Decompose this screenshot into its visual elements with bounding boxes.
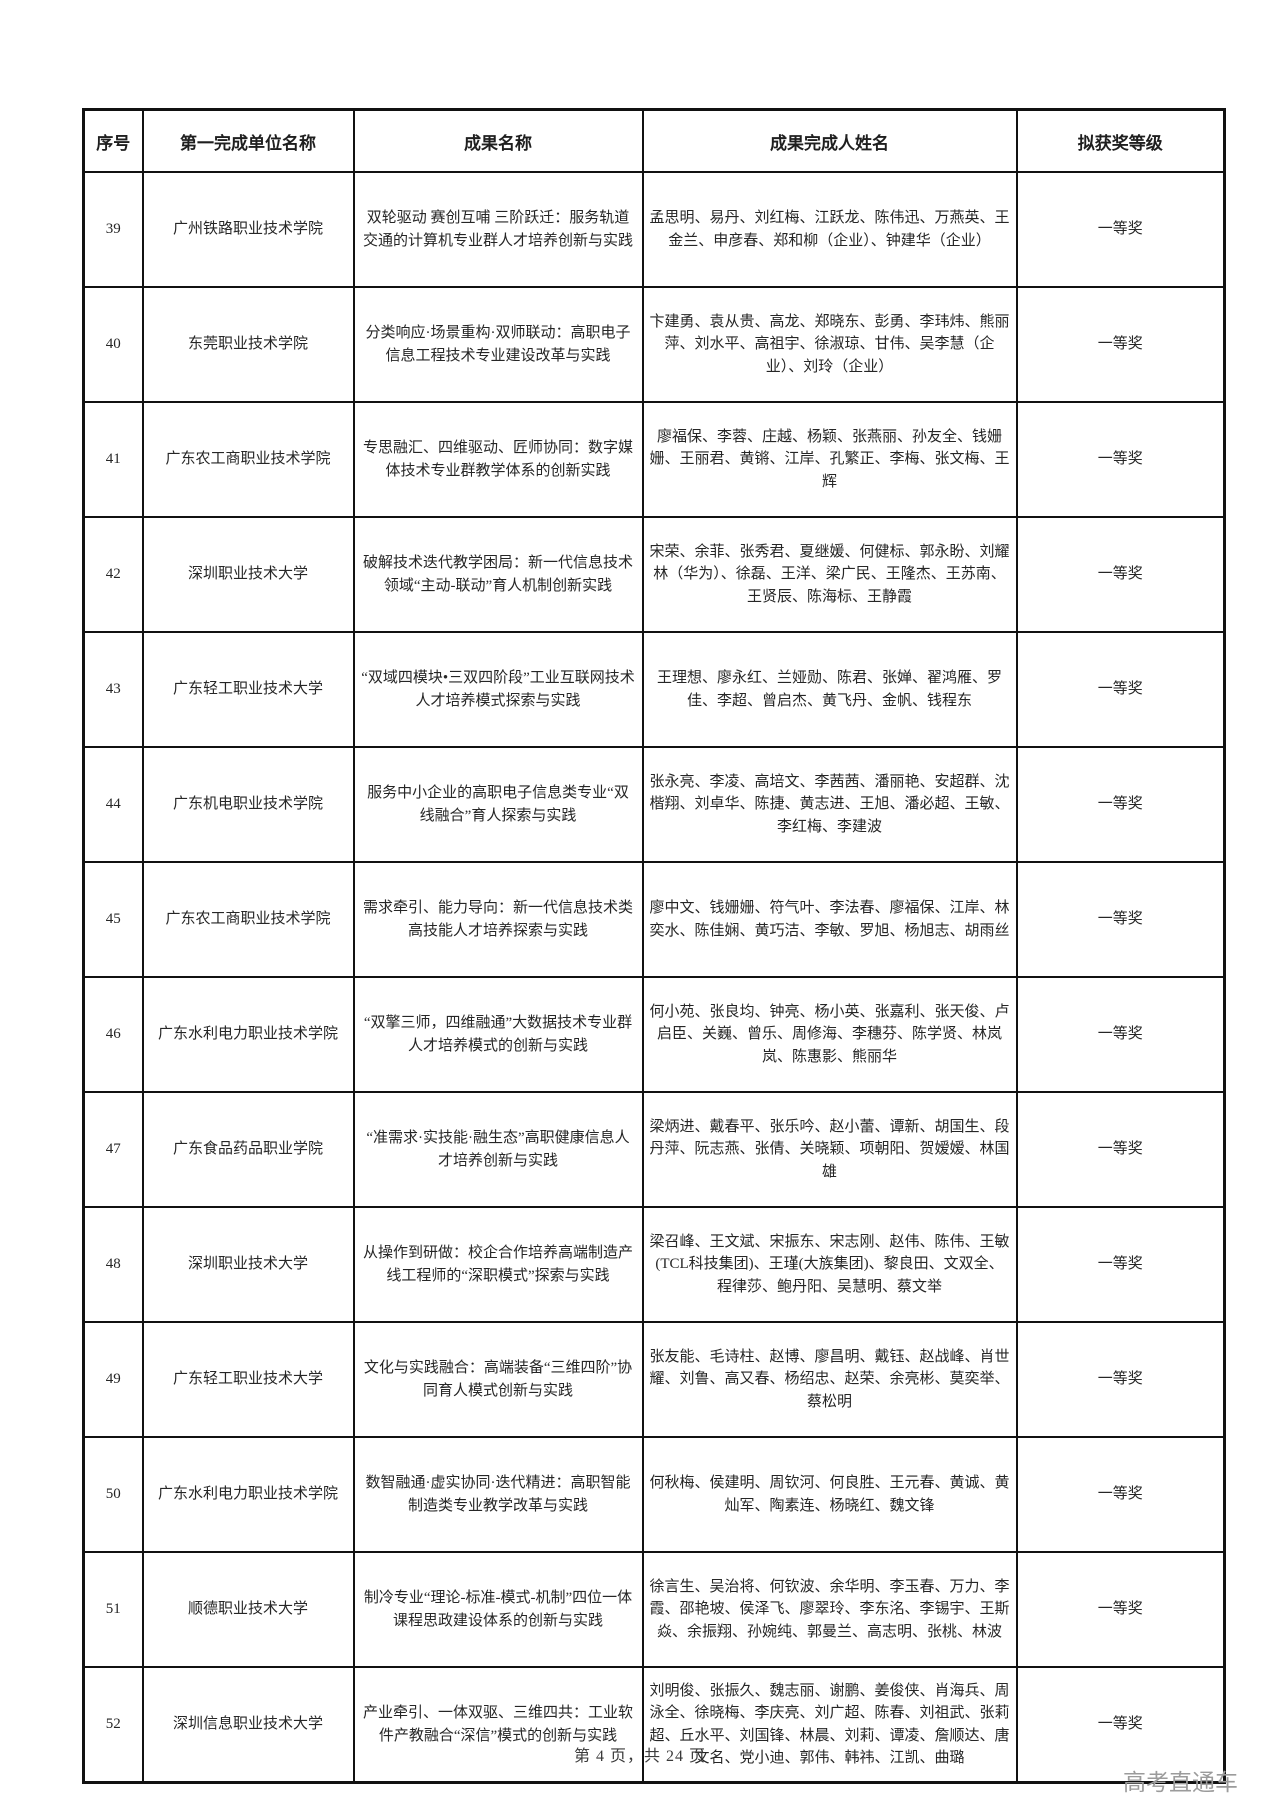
- cell-achievement: 文化与实践融合：高端装备“三维四阶”协同育人模式创新与实践: [352, 1321, 644, 1438]
- cell-unit: 广东水利电力职业技术学院: [141, 976, 355, 1093]
- table-header-row: 序号 第一完成单位名称 成果名称 成果完成人姓名 拟获奖等级: [82, 108, 1226, 173]
- cell-no: 50: [82, 1436, 144, 1553]
- cell-no: 45: [82, 861, 144, 978]
- cell-no: 47: [82, 1091, 144, 1208]
- cell-no: 41: [82, 401, 144, 518]
- cell-unit: 深圳信息职业技术大学: [141, 1666, 355, 1784]
- cell-no: 42: [82, 516, 144, 633]
- table-row: 40 东莞职业技术学院 分类响应·场景重构·双师联动：高职电子信息工程技术专业建设改…: [82, 286, 1226, 403]
- cell-people: 徐言生、吴治将、何钦波、余华明、李玉春、万力、李霞、邵艳坡、侯泽飞、廖翠玲、李东…: [641, 1551, 1018, 1668]
- cell-award: 一等奖: [1015, 1551, 1226, 1668]
- table-row: 41 广东农工商职业技术学院 专思融汇、四维驱动、匠师协同：数字媒体技术专业群教学体…: [82, 401, 1226, 518]
- cell-no: 46: [82, 976, 144, 1093]
- cell-award: 一等奖: [1015, 1436, 1226, 1553]
- cell-award: 一等奖: [1015, 631, 1226, 748]
- cell-no: 51: [82, 1551, 144, 1668]
- table-row: 49 广东轻工职业技术大学 文化与实践融合：高端装备“三维四阶”协同育人模式创新与实…: [82, 1321, 1226, 1438]
- watermark: 高考直通车: [1123, 1769, 1238, 1795]
- cell-unit: 顺德职业技术大学: [141, 1551, 355, 1668]
- cell-people: 梁召峰、王文斌、宋振东、宋志刚、赵伟、陈伟、王敏(TCL科技集团)、王瑾(大族集…: [641, 1206, 1018, 1323]
- cell-people: 孟思明、易丹、刘红梅、江跃龙、陈伟迅、万燕英、王金兰、申彦春、郑和柳（企业）、钟…: [641, 171, 1018, 288]
- cell-award: 一等奖: [1015, 1666, 1226, 1784]
- cell-unit: 广东轻工职业技术大学: [141, 1321, 355, 1438]
- cell-unit: 广东轻工职业技术大学: [141, 631, 355, 748]
- table-row: 51 顺德职业技术大学 制冷专业“理论-标准-模式-机制”四位一体课程思政建设体系的…: [82, 1551, 1226, 1668]
- cell-achievement: 需求牵引、能力导向：新一代信息技术类高技能人才培养探索与实践: [352, 861, 644, 978]
- cell-award: 一等奖: [1015, 1321, 1226, 1438]
- cell-award: 一等奖: [1015, 976, 1226, 1093]
- column-header-2: 成果名称: [352, 108, 644, 173]
- cell-unit: 深圳职业技术大学: [141, 516, 355, 633]
- cell-people: 梁炳进、戴春平、张乐吟、赵小蕾、谭新、胡国生、段丹萍、阮志燕、张倩、关晓颖、项朝…: [641, 1091, 1018, 1208]
- cell-no: 43: [82, 631, 144, 748]
- column-header-1: 第一完成单位名称: [141, 108, 355, 173]
- cell-achievement: “双擎三师，四维融通”大数据技术专业群人才培养模式的创新与实践: [352, 976, 644, 1093]
- cell-achievement: 专思融汇、四维驱动、匠师协同：数字媒体技术专业群教学体系的创新实践: [352, 401, 644, 518]
- cell-no: 40: [82, 286, 144, 403]
- cell-people: 宋荣、余菲、张秀君、夏继媛、何健标、郭永盼、刘耀林（华为）、徐磊、王洋、梁广民、…: [641, 516, 1018, 633]
- table-row: 43 广东轻工职业技术大学 “双域四模块•三双四阶段”工业互联网技术人才培养模式探索…: [82, 631, 1226, 748]
- cell-achievement: 从操作到研做：校企合作培养高端制造产线工程师的“深职模式”探索与实践: [352, 1206, 644, 1323]
- column-header-3: 成果完成人姓名: [641, 108, 1018, 173]
- table-row: 44 广东机电职业技术学院 服务中小企业的高职电子信息类专业“双线融合”育人探索与实…: [82, 746, 1226, 863]
- table-row: 39 广州铁路职业技术学院 双轮驱动 赛创互哺 三阶跃迁：服务轨道交通的计算机专业群…: [82, 171, 1226, 288]
- table-row: 42 深圳职业技术大学 破解技术迭代教学困局：新一代信息技术领域“主动-联动”育人机…: [82, 516, 1226, 633]
- cell-people: 王理想、廖永红、兰娅勋、陈君、张婵、翟鸿雁、罗佳、李超、曾启杰、黄飞丹、金帆、钱…: [641, 631, 1018, 748]
- column-header-4: 拟获奖等级: [1015, 108, 1226, 173]
- awards-table-body: 39 广州铁路职业技术学院 双轮驱动 赛创互哺 三阶跃迁：服务轨道交通的计算机专业群…: [82, 171, 1226, 1784]
- cell-unit: 广东水利电力职业技术学院: [141, 1436, 355, 1553]
- cell-people: 廖福保、李蓉、庄越、杨颖、张燕丽、孙友全、钱姗姗、王丽君、黄锵、江岸、孔繁正、李…: [641, 401, 1018, 518]
- cell-achievement: 破解技术迭代教学困局：新一代信息技术领域“主动-联动”育人机制创新实践: [352, 516, 644, 633]
- cell-unit: 广东机电职业技术学院: [141, 746, 355, 863]
- cell-achievement: 分类响应·场景重构·双师联动：高职电子信息工程技术专业建设改革与实践: [352, 286, 644, 403]
- cell-no: 39: [82, 171, 144, 288]
- cell-award: 一等奖: [1015, 746, 1226, 863]
- cell-people: 张友能、毛诗柱、赵博、廖昌明、戴钰、赵战峰、肖世耀、刘鲁、高又春、杨绍忠、赵荣、…: [641, 1321, 1018, 1438]
- cell-people: 张永亮、李凌、高培文、李茜茜、潘丽艳、安超群、沈楷翔、刘卓华、陈捷、黄志进、王旭…: [641, 746, 1018, 863]
- table-row: 50 广东水利电力职业技术学院 数智融通·虚实协同·迭代精进：高职智能制造类专业教学…: [82, 1436, 1226, 1553]
- cell-award: 一等奖: [1015, 286, 1226, 403]
- column-header-0: 序号: [82, 108, 144, 173]
- cell-people: 何秋梅、侯建明、周钦河、何良胜、王元春、黄诚、黄灿军、陶素连、杨晓红、魏文锋: [641, 1436, 1018, 1553]
- cell-achievement: 服务中小企业的高职电子信息类专业“双线融合”育人探索与实践: [352, 746, 644, 863]
- cell-award: 一等奖: [1015, 401, 1226, 518]
- cell-achievement: 产业牵引、一体双驱、三维四共：工业软件产教融合“深信”模式的创新与实践: [352, 1666, 644, 1784]
- table-row: 46 广东水利电力职业技术学院 “双擎三师，四维融通”大数据技术专业群人才培养模式的…: [82, 976, 1226, 1093]
- cell-people: 廖中文、钱姗姗、符气叶、李法春、廖福保、江岸、林奕水、陈佳娴、黄巧洁、李敏、罗旭…: [641, 861, 1018, 978]
- cell-unit: 广州铁路职业技术学院: [141, 171, 355, 288]
- awards-table: 序号 第一完成单位名称 成果名称 成果完成人姓名 拟获奖等级 39 广州铁路职业技术学院双…: [82, 108, 1226, 1784]
- cell-no: 44: [82, 746, 144, 863]
- cell-achievement: 制冷专业“理论-标准-模式-机制”四位一体课程思政建设体系的创新与实践: [352, 1551, 644, 1668]
- cell-award: 一等奖: [1015, 1206, 1226, 1323]
- cell-achievement: 数智融通·虚实协同·迭代精进：高职智能制造类专业教学改革与实践: [352, 1436, 644, 1553]
- table-row: 47 广东食品药品职业学院 “准需求·实技能·融生态”高职健康信息人才培养创新与实践…: [82, 1091, 1226, 1208]
- cell-unit: 广东农工商职业技术学院: [141, 861, 355, 978]
- table-row: 52 深圳信息职业技术大学 产业牵引、一体双驱、三维四共：工业软件产教融合“深信”模…: [82, 1666, 1226, 1784]
- cell-achievement: 双轮驱动 赛创互哺 三阶跃迁：服务轨道交通的计算机专业群人才培养创新与实践: [352, 171, 644, 288]
- cell-people: 何小苑、张良均、钟亮、杨小英、张嘉利、张天俊、卢启臣、关巍、曾乐、周修海、李穗芬…: [641, 976, 1018, 1093]
- cell-people: 卞建勇、袁从贵、高龙、郑晓东、彭勇、李玮炜、熊丽萍、刘水平、高祖宇、徐淑琼、甘伟…: [641, 286, 1018, 403]
- cell-people: 刘明俊、张振久、魏志丽、谢鹏、姜俊侠、肖海兵、周泳全、徐晓梅、李庆亮、刘广超、陈…: [641, 1666, 1018, 1784]
- page-number: 第 4 页，共 24 页: [573, 1748, 706, 1765]
- cell-unit: 广东食品药品职业学院: [141, 1091, 355, 1208]
- cell-unit: 广东农工商职业技术学院: [141, 401, 355, 518]
- cell-award: 一等奖: [1015, 516, 1226, 633]
- cell-no: 48: [82, 1206, 144, 1323]
- cell-unit: 深圳职业技术大学: [141, 1206, 355, 1323]
- cell-award: 一等奖: [1015, 861, 1226, 978]
- cell-unit: 东莞职业技术学院: [141, 286, 355, 403]
- cell-achievement: “双域四模块•三双四阶段”工业互联网技术人才培养模式探索与实践: [352, 631, 644, 748]
- cell-no: 52: [82, 1666, 144, 1784]
- cell-award: 一等奖: [1015, 1091, 1226, 1208]
- table-row: 48 深圳职业技术大学 从操作到研做：校企合作培养高端制造产线工程师的“深职模式”探…: [82, 1206, 1226, 1323]
- cell-achievement: “准需求·实技能·融生态”高职健康信息人才培养创新与实践: [352, 1091, 644, 1208]
- cell-no: 49: [82, 1321, 144, 1438]
- table-row: 45 广东农工商职业技术学院 需求牵引、能力导向：新一代信息技术类高技能人才培养探索…: [82, 861, 1226, 978]
- cell-award: 一等奖: [1015, 171, 1226, 288]
